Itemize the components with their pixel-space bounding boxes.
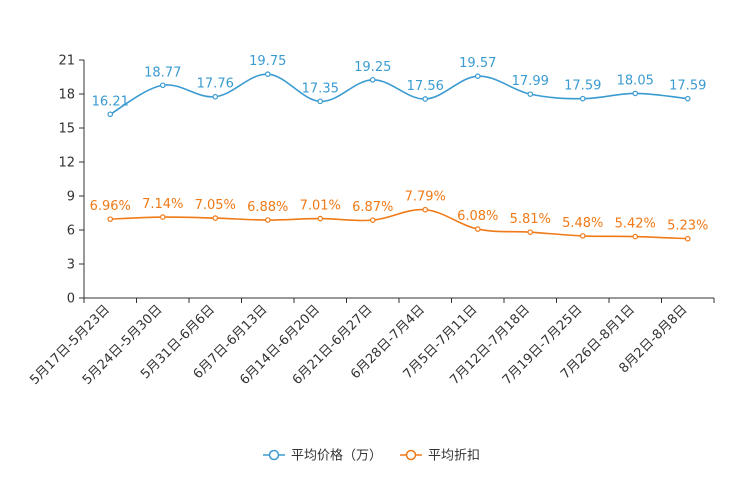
data-label: 7.14% — [142, 197, 183, 212]
data-point — [369, 217, 376, 223]
data-label: 17.56 — [407, 79, 444, 94]
y-tick-label: 21 — [58, 54, 75, 69]
data-label: 17.35 — [302, 81, 339, 96]
series-layer: 16.21 18.77 17.76 19.75 17.35 19.25 17.56 19.57… — [90, 54, 708, 242]
data-label: 19.25 — [354, 60, 391, 75]
data-point — [212, 93, 219, 100]
y-tick-label: 18 — [58, 88, 75, 103]
data-label: 17.59 — [564, 79, 601, 94]
data-label: 5.81% — [510, 212, 551, 227]
data-point — [107, 111, 114, 118]
data-point — [264, 71, 271, 77]
data-label: 7.79% — [405, 190, 446, 205]
data-label: 17.59 — [669, 79, 706, 94]
data-label: 18.77 — [144, 65, 181, 80]
data-label: 6.88% — [247, 200, 288, 215]
data-point — [369, 77, 376, 83]
data-point — [474, 73, 481, 80]
y-tick-label: 0 — [67, 292, 75, 307]
data-point — [159, 214, 166, 220]
data-label: 6.08% — [457, 209, 498, 224]
legend-marker — [268, 449, 280, 461]
data-point — [527, 229, 534, 235]
data-label: 19.75 — [249, 54, 286, 69]
legend-item-1: 平均折扣 — [400, 449, 480, 464]
data-point — [684, 235, 691, 242]
data-point — [474, 226, 481, 232]
legend-label: 平均价格（万） — [291, 448, 382, 464]
data-label: 6.96% — [90, 199, 131, 214]
data-label: 7.01% — [300, 199, 341, 214]
y-tick-label: 6 — [67, 224, 75, 239]
data-label: 7.05% — [195, 198, 236, 213]
legend: 平均价格（万） 平均折扣 — [263, 448, 480, 464]
data-point — [527, 91, 534, 97]
data-label: 18.05 — [617, 73, 654, 88]
data-point — [632, 233, 639, 240]
data-point — [422, 96, 429, 102]
y-tick-label: 12 — [58, 156, 75, 171]
data-point — [579, 233, 586, 239]
data-label: 5.42% — [615, 217, 656, 232]
series-line — [110, 208, 688, 240]
series-1: 6.96% 7.14% 7.05% 6.88% 7.01% 6.87% 7.79% 6.08%… — [90, 190, 708, 242]
data-point — [422, 206, 429, 213]
data-label: 17.76 — [197, 77, 234, 92]
y-tick-label: 3 — [67, 258, 75, 273]
series-line — [109, 73, 688, 115]
data-point — [107, 216, 114, 222]
data-point — [632, 90, 639, 97]
series-0: 16.21 18.77 17.76 19.75 17.35 19.25 17.56 19.57… — [92, 54, 706, 118]
data-point — [264, 217, 271, 223]
data-point — [317, 98, 324, 105]
data-point — [159, 82, 166, 89]
data-point — [212, 215, 219, 221]
legend-marker — [405, 449, 417, 461]
data-label: 17.99 — [512, 74, 549, 89]
data-label: 5.48% — [562, 216, 603, 231]
data-point — [579, 95, 586, 102]
y-tick-label: 9 — [67, 190, 75, 205]
data-label: 19.57 — [459, 56, 496, 71]
data-point — [317, 215, 324, 222]
data-point — [684, 95, 691, 102]
legend-item-0: 平均价格（万） — [263, 448, 382, 464]
data-label: 16.21 — [92, 94, 129, 109]
data-label: 6.87% — [352, 200, 393, 215]
data-label: 5.23% — [667, 219, 708, 234]
y-tick-label: 15 — [58, 122, 75, 137]
legend-label: 平均折扣 — [428, 449, 480, 464]
